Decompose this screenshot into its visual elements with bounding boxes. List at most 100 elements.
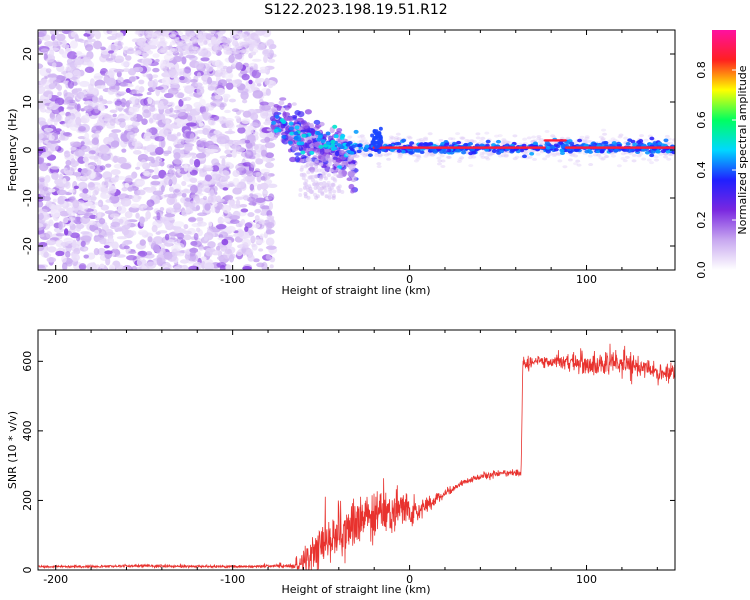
heatmap-cell [423, 136, 429, 140]
heatmap-cell [563, 139, 567, 142]
heatmap-cell [471, 150, 477, 155]
heatmap-cell [264, 142, 276, 149]
heatmap-cell [326, 173, 331, 178]
heatmap-cell [135, 38, 142, 43]
heatmap-cell [345, 143, 351, 147]
heatmap-cell [529, 152, 535, 156]
heatmap-cell [77, 167, 83, 173]
heatmap-cell [80, 141, 85, 145]
heatmap-cell [279, 97, 287, 101]
heatmap-cell [527, 155, 533, 159]
heatmap-cell [307, 139, 312, 145]
spectrogram-x-tick-label: -100 [220, 273, 245, 286]
heatmap-cell [185, 207, 191, 213]
heatmap-cell [544, 140, 550, 145]
heatmap-cell [535, 152, 541, 156]
heatmap-cell [99, 165, 106, 171]
heatmap-cell [314, 168, 319, 173]
heatmap-cell [236, 124, 245, 129]
heatmap-cell [588, 163, 594, 167]
heatmap-cell [225, 78, 233, 83]
heatmap-cell [281, 135, 287, 140]
heatmap-cell [583, 139, 589, 143]
heatmap-cell [49, 49, 55, 57]
heatmap-cell [312, 147, 320, 153]
heatmap-cell [167, 87, 179, 95]
spectrogram-x-tick-label: 0 [406, 273, 413, 286]
heatmap-cell [448, 137, 454, 141]
heatmap-cell [135, 212, 140, 219]
heatmap-cell [93, 75, 104, 79]
heatmap-cell [547, 152, 553, 156]
heatmap-cell [168, 67, 177, 77]
heatmap-cell [234, 115, 240, 119]
heatmap-cell [232, 177, 240, 186]
heatmap-cell [131, 265, 138, 270]
spectrogram-x-label: Height of straight line (km) [281, 284, 430, 297]
heatmap-cell [339, 135, 345, 140]
heatmap-cell [267, 131, 274, 139]
heatmap-cell [219, 264, 226, 270]
heatmap-cell [114, 55, 125, 63]
heatmap-cell [211, 60, 220, 67]
heatmap-cell [235, 61, 243, 71]
heatmap-cell [581, 139, 587, 143]
heatmap-cell [100, 152, 111, 161]
heatmap-cell [62, 216, 69, 224]
heatmap-cell [43, 251, 49, 259]
heatmap-cell [151, 174, 160, 180]
heatmap-cell [246, 170, 254, 177]
heatmap-cell [117, 205, 127, 214]
heatmap-cell [128, 250, 137, 255]
heatmap-cell [617, 135, 623, 139]
heatmap-cell [254, 209, 262, 214]
heatmap-cell [260, 205, 271, 210]
heatmap-cell [671, 138, 675, 142]
heatmap-cell [163, 267, 171, 270]
heatmap-cell [189, 200, 196, 210]
heatmap-cell [665, 149, 671, 154]
heatmap-cell [267, 183, 278, 188]
heatmap-cell [254, 215, 260, 221]
heatmap-cell [503, 154, 509, 158]
heatmap-cell [118, 218, 124, 224]
heatmap-cell [323, 188, 328, 193]
heatmap-cell [388, 137, 394, 141]
heatmap-cell [194, 82, 203, 87]
heatmap-cell [252, 49, 259, 54]
heatmap-cell [359, 139, 365, 143]
snr-y-tick-label: 400 [21, 420, 34, 441]
spectrogram-y-tick-label: -20 [21, 237, 34, 255]
heatmap-cell [480, 155, 486, 159]
heatmap-cell [247, 254, 255, 262]
heatmap-cell [56, 189, 67, 196]
heatmap-cell [69, 141, 78, 146]
heatmap-cell [52, 198, 57, 203]
heatmap-cell [135, 30, 142, 34]
heatmap-cell [240, 218, 246, 226]
heatmap-cell [350, 189, 355, 194]
heatmap-cell [265, 237, 275, 246]
heatmap-cell [424, 152, 430, 156]
heatmap-cell [38, 212, 44, 220]
heatmap-cell [215, 198, 226, 203]
heatmap-cell [244, 149, 254, 159]
heatmap-cell [268, 193, 275, 202]
heatmap-cell [202, 195, 208, 201]
heatmap-cell [75, 116, 82, 126]
heatmap-cell [65, 72, 73, 79]
heatmap-cell [273, 128, 279, 133]
heatmap-cell [616, 164, 622, 168]
heatmap-cell [91, 133, 100, 139]
heatmap-cell [204, 262, 215, 270]
heatmap-cell [176, 132, 182, 137]
heatmap-cell [211, 100, 223, 104]
heatmap-cell [260, 176, 266, 181]
heatmap-cell [414, 147, 420, 152]
heatmap-cell [145, 30, 152, 35]
heatmap-cell [223, 205, 231, 214]
heatmap-cell [141, 265, 148, 270]
heatmap-cell [668, 141, 674, 145]
heatmap-cell [214, 205, 221, 214]
